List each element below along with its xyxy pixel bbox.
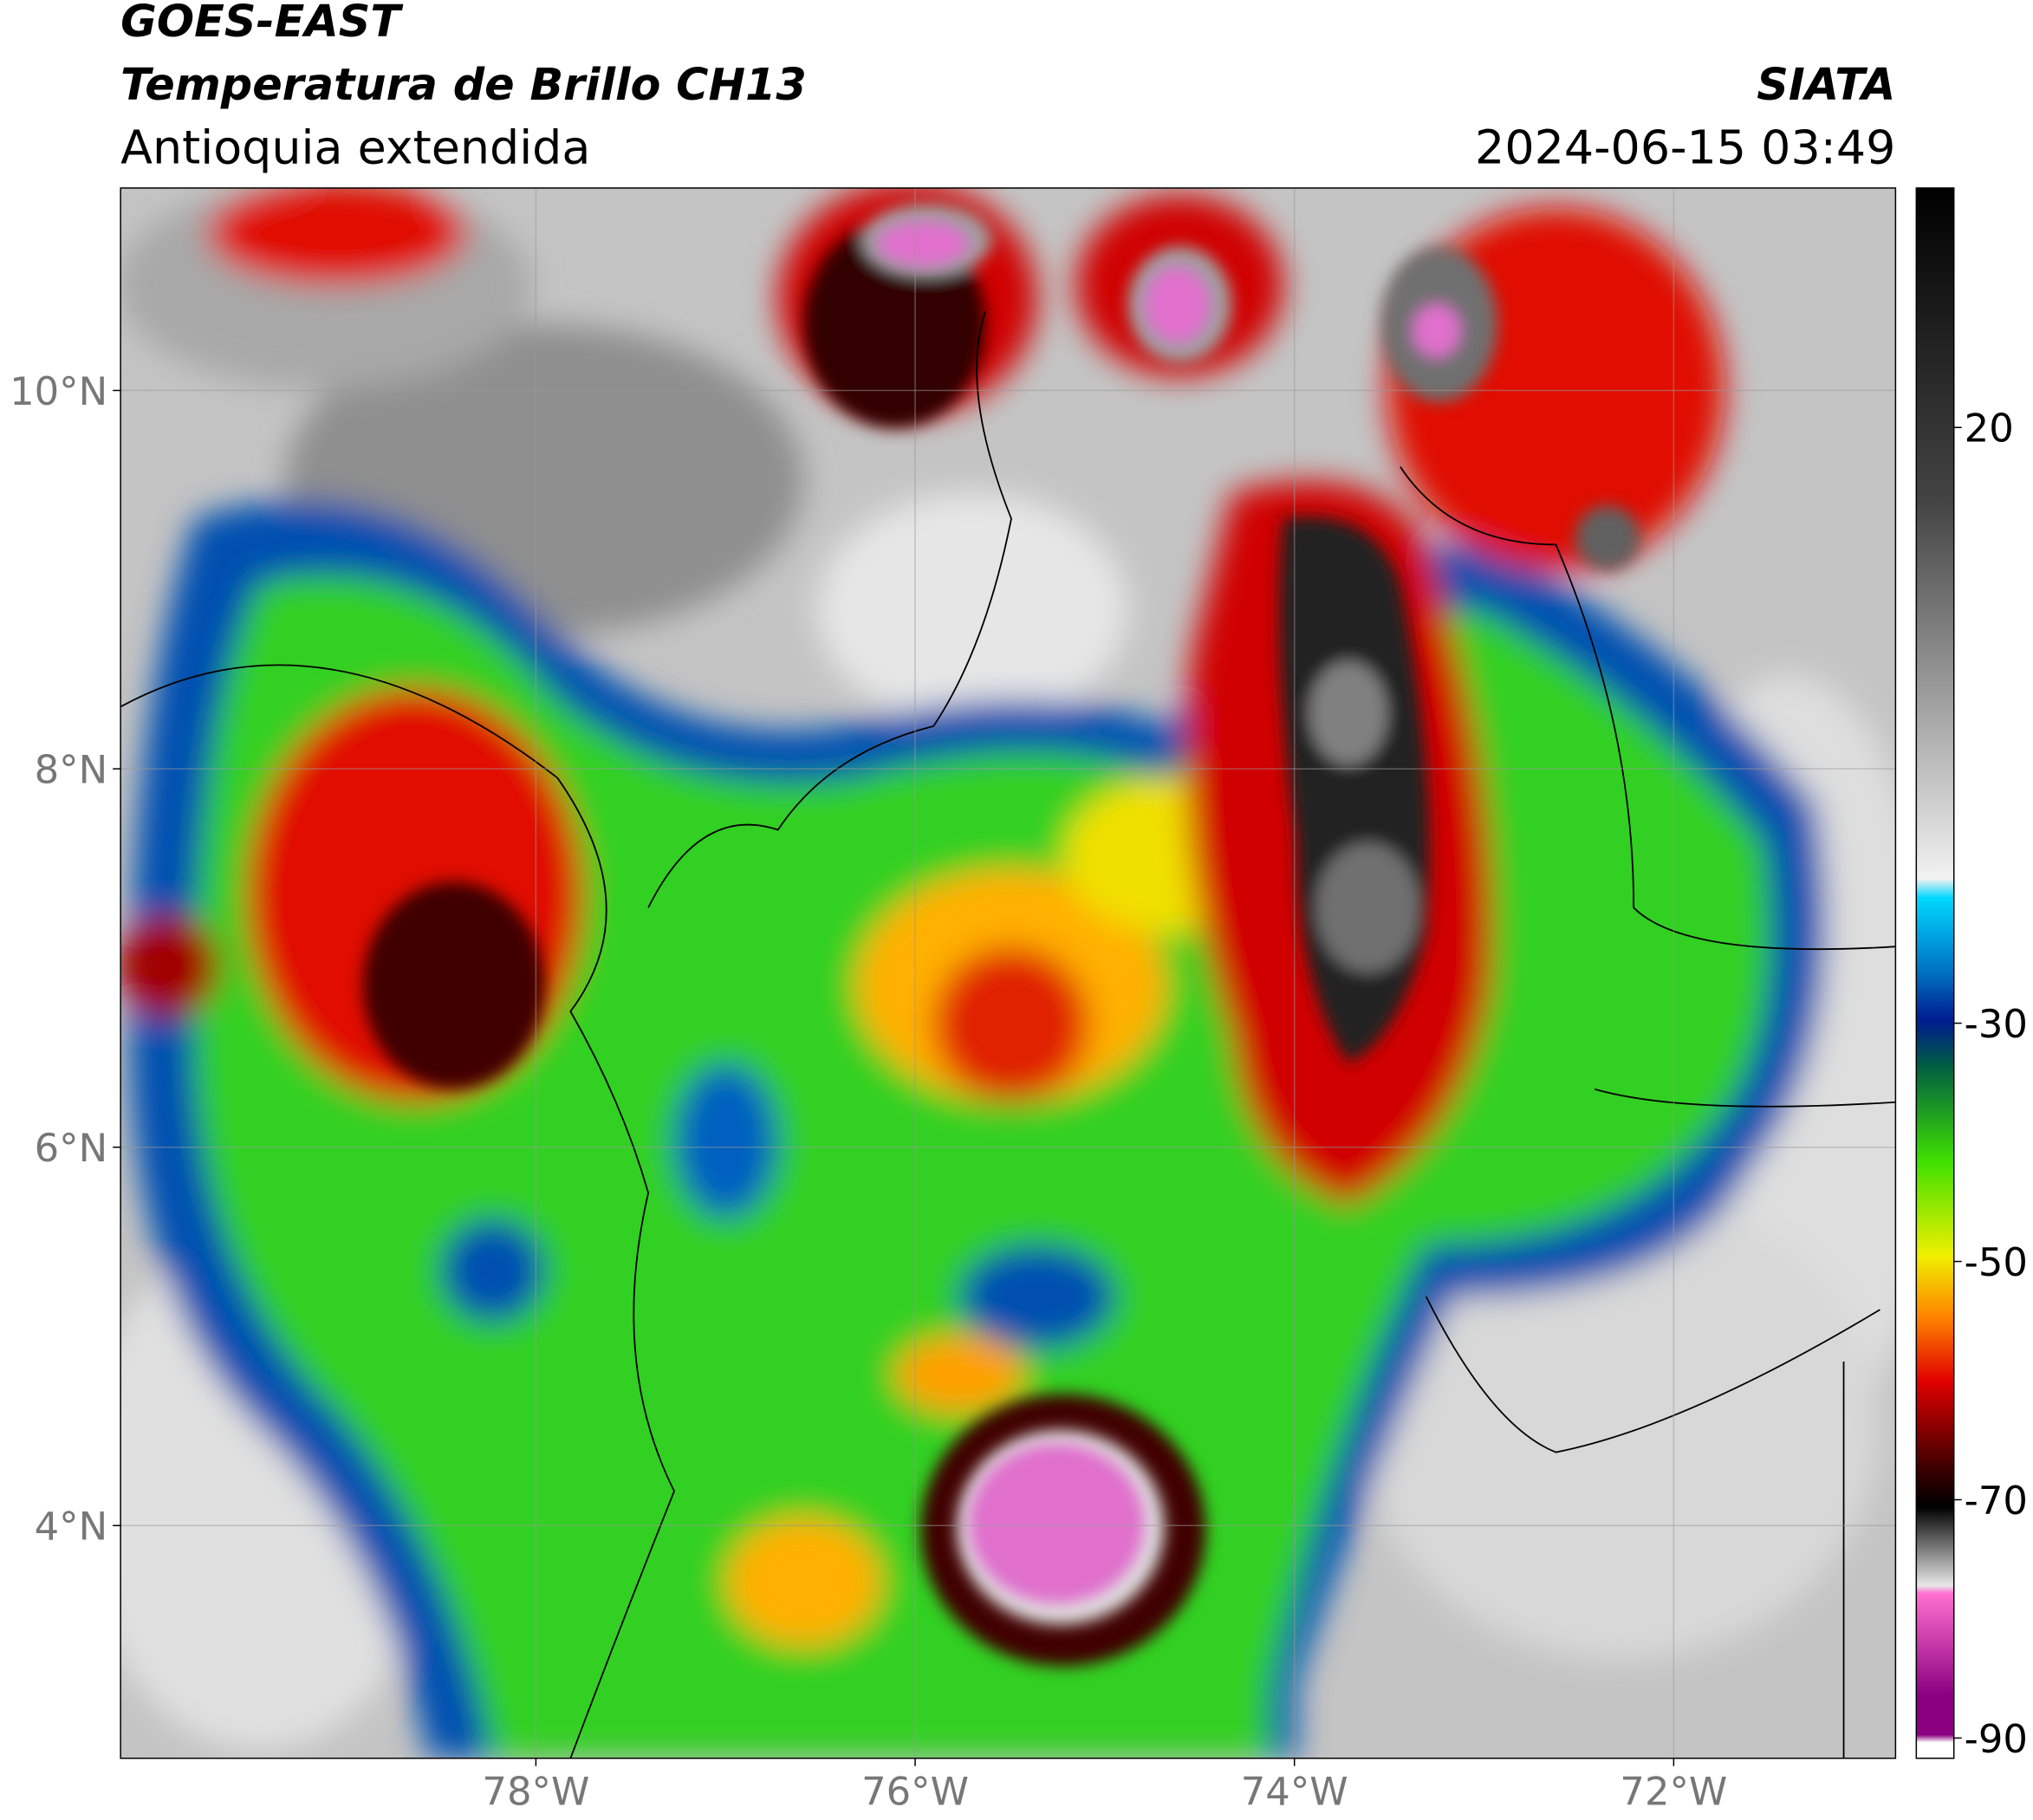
- map-frame: [120, 187, 1897, 1759]
- x-tick-label: 76°W: [861, 1769, 969, 1815]
- colorbar-tick-label: -30: [1965, 1001, 2028, 1047]
- y-tick-label: 8°N: [35, 747, 108, 793]
- colorbar-tick-label: -50: [1965, 1239, 2028, 1285]
- datetime: 2024-06-15 03:49: [1475, 120, 1895, 175]
- source: SIATA: [1757, 59, 1895, 110]
- x-tick-label: 72°W: [1620, 1769, 1727, 1815]
- colorbar-tick-label: -70: [1965, 1478, 2028, 1524]
- colorbar-tick-label: 20: [1965, 406, 2014, 452]
- y-tick-label: 10°N: [10, 368, 107, 414]
- grid: [120, 187, 1896, 1758]
- y-tick-label: 4°N: [35, 1504, 108, 1550]
- x-tick-label: 78°W: [482, 1769, 589, 1815]
- satellite-image: [120, 187, 1896, 1758]
- x-tick-label: 74°W: [1241, 1769, 1348, 1815]
- y-tick-label: 6°N: [35, 1125, 108, 1171]
- colorbar: [1915, 187, 1955, 1759]
- region: Antioquia extendida: [120, 120, 590, 175]
- title: GOES-EAST: [120, 0, 404, 47]
- subtitle: Temperatura de Brillo CH13: [120, 59, 807, 110]
- colorbar-tick-label: -90: [1965, 1716, 2028, 1762]
